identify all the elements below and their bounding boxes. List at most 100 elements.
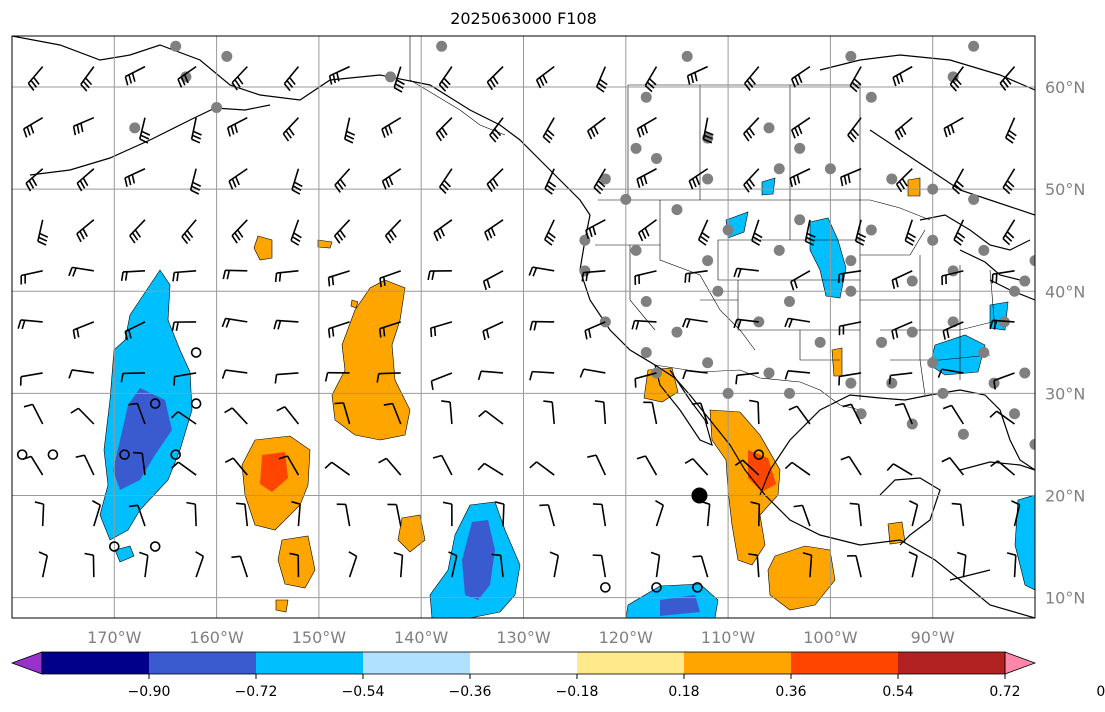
wind-barb: [579, 368, 606, 378]
wind-barb: [190, 117, 202, 144]
station-dot: [1029, 438, 1035, 450]
colorbar-tick-label: −0.18: [556, 684, 599, 700]
wind-barb: [743, 66, 760, 92]
lat-tick-label: 50°N: [1045, 180, 1085, 199]
station-dot: [579, 265, 591, 277]
calm-circle: [149, 398, 161, 409]
wind-barb: [789, 168, 811, 188]
station-dot: [773, 163, 785, 175]
wind-barb: [478, 410, 504, 425]
wind-barb: [535, 65, 555, 89]
wind-barb: [840, 167, 862, 187]
colorbar-tick-label: −0.54: [342, 684, 385, 700]
wind-barb: [379, 270, 402, 288]
calm-circle: [600, 582, 611, 593]
wind-barb: [991, 270, 1015, 284]
wind-barb: [334, 402, 351, 425]
wind-barb: [1011, 500, 1021, 527]
anomaly-fill-layer: [99, 177, 1035, 618]
positive-anomaly-small: [277, 535, 316, 589]
station-dot: [794, 142, 806, 154]
positive-anomaly-region: [767, 545, 836, 611]
wind-barb: [847, 117, 862, 143]
wind-barb: [393, 551, 404, 578]
colorbar-segment: [149, 652, 257, 674]
wind-barb: [638, 219, 657, 242]
wind-barb: [528, 266, 555, 277]
wind-barb: [427, 270, 452, 281]
wind-barb: [482, 321, 504, 341]
station-dot: [702, 255, 714, 267]
wind-barb: [124, 65, 146, 86]
wind-barb: [750, 501, 761, 527]
wind-barb: [790, 117, 811, 139]
wind-barb: [430, 372, 453, 391]
colorbar: −0.90 −0.72 −0.54 −0.36 −0.18 0.18 0.36 0.54 0.7…: [10, 651, 1105, 700]
wind-barb: [186, 501, 197, 527]
lon-tick-label: 160°W: [189, 628, 244, 647]
positive-anomaly-small: [275, 599, 289, 613]
wind-barb: [283, 66, 300, 92]
station-dot: [722, 224, 734, 236]
wind-barb: [274, 372, 299, 384]
wind-barb: [291, 500, 301, 527]
station-dot: [845, 285, 857, 297]
wind-barb: [231, 219, 248, 244]
wind-barb: [38, 551, 49, 578]
wind-barb: [139, 117, 151, 144]
colorbar-segment: [42, 652, 150, 674]
positive-anomaly-small: [907, 177, 921, 197]
wind-barb: [784, 461, 811, 476]
wind-barb: [749, 399, 760, 425]
station-dot: [221, 50, 233, 62]
wind-barb: [529, 370, 555, 381]
wind-barb: [494, 501, 505, 527]
wind-barb: [908, 551, 918, 578]
wind-barb: [384, 219, 402, 244]
storm-marker: [691, 487, 708, 504]
wind-barb: [278, 455, 300, 476]
station-dot: [283, 20, 294, 31]
wind-barb: [276, 406, 300, 425]
wind-barb: [1006, 552, 1017, 578]
lon-tick-label: 120°W: [599, 628, 654, 647]
lon-tick-label: 140°W: [394, 628, 449, 647]
lat-tick-label: 20°N: [1045, 486, 1085, 505]
wind-barb: [581, 270, 606, 282]
wind-barb: [433, 219, 453, 242]
wind-barb: [743, 117, 760, 142]
wind-barb: [171, 461, 197, 476]
wind-barb: [19, 372, 43, 386]
station-dot: [671, 326, 683, 338]
wind-barb: [894, 117, 913, 141]
wind-barb: [328, 65, 350, 85]
wind-barb: [84, 552, 95, 578]
wind-barb: [788, 405, 811, 425]
wind-barb: [387, 503, 402, 527]
wind-barb: [790, 65, 811, 88]
station-dot: [968, 193, 980, 205]
wind-barb: [734, 459, 760, 476]
wind-barb: [172, 270, 197, 282]
station-dot: [671, 204, 683, 216]
station-dot: [968, 40, 980, 52]
wind-barb: [76, 168, 95, 192]
wind-barb: [177, 65, 197, 88]
wind-barb: [894, 402, 913, 425]
wind-barb: [324, 461, 351, 476]
border-line: [860, 229, 926, 256]
wind-barb: [837, 270, 862, 284]
wind-barb: [682, 369, 708, 380]
wind-barb: [886, 463, 913, 476]
station-dot: [722, 387, 734, 399]
calm-circle: [753, 449, 765, 460]
colorbar-tick-label: 0.90: [1096, 684, 1105, 700]
wind-barb: [221, 317, 248, 328]
calm-circle: [16, 449, 28, 460]
wind-barb: [942, 321, 964, 340]
wind-barb: [231, 555, 249, 578]
wind-barb: [290, 219, 302, 246]
lon-tick-label: 90°W: [911, 628, 955, 647]
wind-barb: [804, 219, 816, 246]
negative-anomaly-small: [114, 545, 135, 563]
